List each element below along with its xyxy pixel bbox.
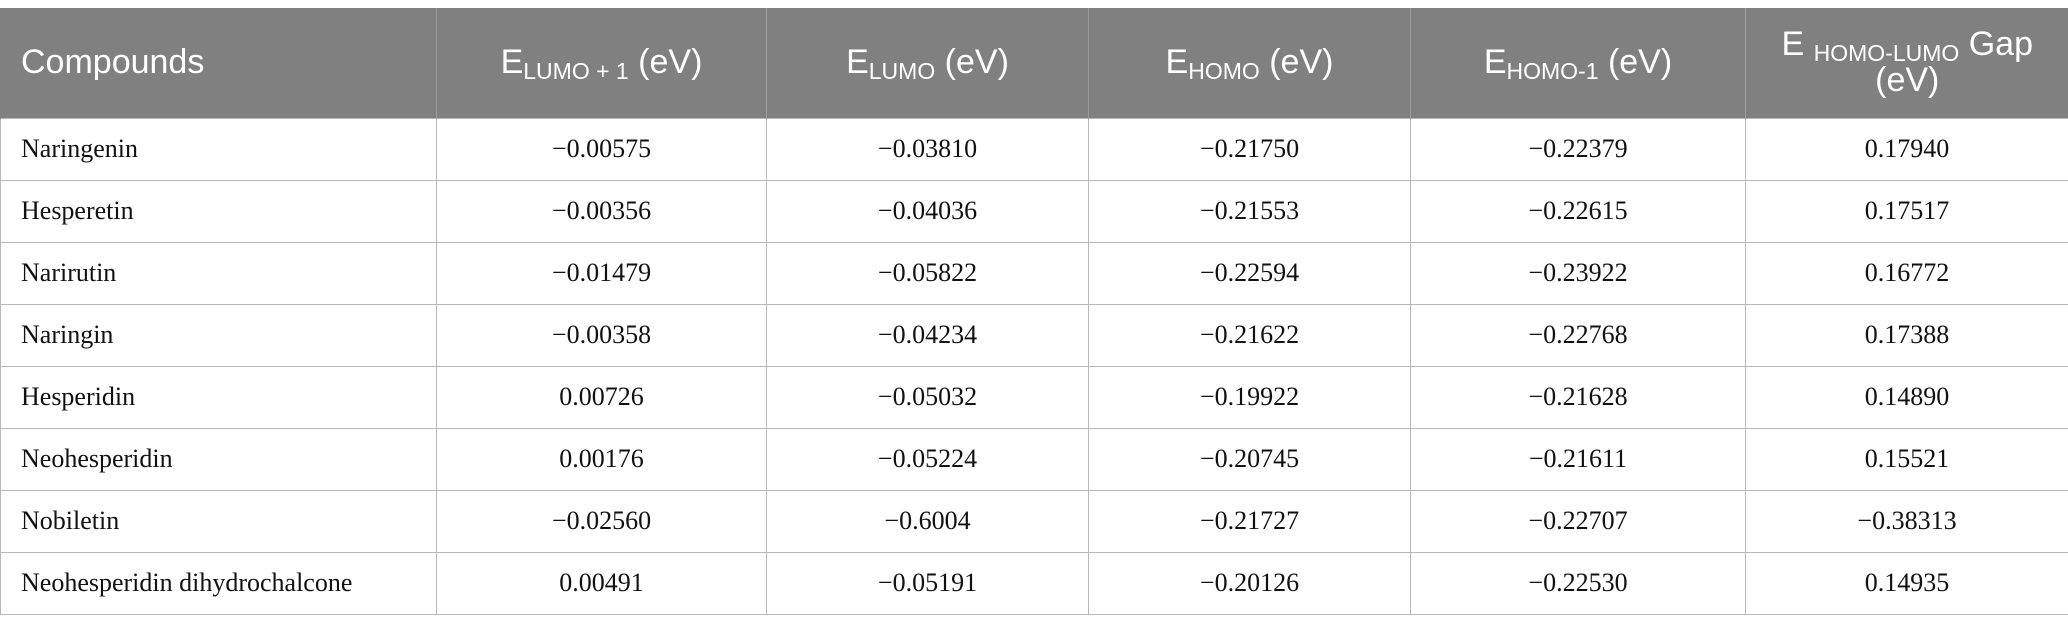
table-row: Nobiletin −0.02560 −0.6004 −0.21727 −0.22707… [0, 489, 2068, 553]
cell-e-homo: −0.22594 [1088, 241, 1411, 305]
cell-e-lumo: −0.05032 [766, 365, 1089, 429]
cell-gap: 0.17940 [1745, 117, 2068, 181]
table-row: Naringin −0.00358 −0.04234 −0.21622 −0.22768… [0, 303, 2068, 367]
cell-gap: 0.16772 [1745, 241, 2068, 305]
cell-e-homo-minus-1: −0.21611 [1410, 427, 1746, 491]
cell-e-lumo: −0.03810 [766, 117, 1089, 181]
cell-e-lumo-plus-1: 0.00726 [436, 365, 767, 429]
cell-e-homo-minus-1: −0.23922 [1410, 241, 1746, 305]
cell-e-homo: −0.20126 [1088, 551, 1411, 615]
table-row: Hesperidin 0.00726 −0.05032 −0.19922 −0.2162… [0, 365, 2068, 429]
cell-e-homo-minus-1: −0.22530 [1410, 551, 1746, 615]
header-compounds: Compounds [0, 8, 437, 118]
table-header: Compounds ELUMO + 1 (eV) ELUMO (eV) EHOM… [0, 8, 2068, 118]
cell-e-homo-minus-1: −0.22768 [1410, 303, 1746, 367]
cell-e-lumo-plus-1: −0.00356 [436, 179, 767, 243]
cell-gap: 0.17388 [1745, 303, 2068, 367]
cell-compound: Neohesperidin dihydrochalcone [0, 551, 437, 615]
energy-table: Compounds ELUMO + 1 (eV) ELUMO (eV) EHOM… [0, 8, 2068, 615]
table-body: Naringenin −0.00575 −0.03810 −0.21750 −0.223… [0, 117, 2068, 615]
cell-e-homo: −0.21727 [1088, 489, 1411, 553]
header-e-homo: EHOMO (eV) [1088, 8, 1411, 118]
cell-compound: Hesperetin [0, 179, 437, 243]
cell-e-homo: −0.21750 [1088, 117, 1411, 181]
cell-e-lumo-plus-1: −0.00358 [436, 303, 767, 367]
cell-e-homo: −0.21622 [1088, 303, 1411, 367]
cell-e-lumo: −0.04036 [766, 179, 1089, 243]
data-table-container: Compounds ELUMO + 1 (eV) ELUMO (eV) EHOM… [0, 8, 2068, 615]
cell-e-lumo: −0.05191 [766, 551, 1089, 615]
cell-e-lumo: −0.05822 [766, 241, 1089, 305]
cell-e-homo: −0.21553 [1088, 179, 1411, 243]
header-e-lumo: ELUMO (eV) [766, 8, 1089, 118]
cell-compound: Naringin [0, 303, 437, 367]
cell-e-lumo-plus-1: −0.00575 [436, 117, 767, 181]
cell-e-lumo-plus-1: 0.00491 [436, 551, 767, 615]
cell-e-homo-minus-1: −0.22707 [1410, 489, 1746, 553]
table-row: Narirutin −0.01479 −0.05822 −0.22594 −0.2392… [0, 241, 2068, 305]
cell-e-homo: −0.19922 [1088, 365, 1411, 429]
header-e-homo-minus-1: EHOMO-1 (eV) [1410, 8, 1746, 118]
cell-gap: −0.38313 [1745, 489, 2068, 553]
cell-e-homo: −0.20745 [1088, 427, 1411, 491]
cell-e-lumo-plus-1: 0.00176 [436, 427, 767, 491]
header-row: Compounds ELUMO + 1 (eV) ELUMO (eV) EHOM… [0, 8, 2068, 118]
cell-e-homo-minus-1: −0.22379 [1410, 117, 1746, 181]
cell-e-lumo-plus-1: −0.01479 [436, 241, 767, 305]
table-row: Hesperetin −0.00356 −0.04036 −0.21553 −0.226… [0, 179, 2068, 243]
cell-e-homo-minus-1: −0.21628 [1410, 365, 1746, 429]
cell-compound: Nobiletin [0, 489, 437, 553]
cell-gap: 0.17517 [1745, 179, 2068, 243]
cell-e-lumo: −0.04234 [766, 303, 1089, 367]
header-e-lumo-plus-1: ELUMO + 1 (eV) [436, 8, 767, 118]
table-row: Naringenin −0.00575 −0.03810 −0.21750 −0.223… [0, 117, 2068, 181]
cell-gap: 0.15521 [1745, 427, 2068, 491]
cell-gap: 0.14935 [1745, 551, 2068, 615]
cell-compound: Hesperidin [0, 365, 437, 429]
table-row: Neohesperidin dihydrochalcone 0.00491 −0.0… [0, 551, 2068, 615]
cell-compound: Narirutin [0, 241, 437, 305]
header-gap: E HOMO-LUMO Gap (eV) [1745, 8, 2068, 118]
cell-compound: Naringenin [0, 117, 437, 181]
cell-e-lumo: −0.05224 [766, 427, 1089, 491]
table-row: Neohesperidin 0.00176 −0.05224 −0.20745 −0.2… [0, 427, 2068, 491]
cell-compound: Neohesperidin [0, 427, 437, 491]
cell-gap: 0.14890 [1745, 365, 2068, 429]
cell-e-lumo: −0.6004 [766, 489, 1089, 553]
cell-e-lumo-plus-1: −0.02560 [436, 489, 767, 553]
cell-e-homo-minus-1: −0.22615 [1410, 179, 1746, 243]
